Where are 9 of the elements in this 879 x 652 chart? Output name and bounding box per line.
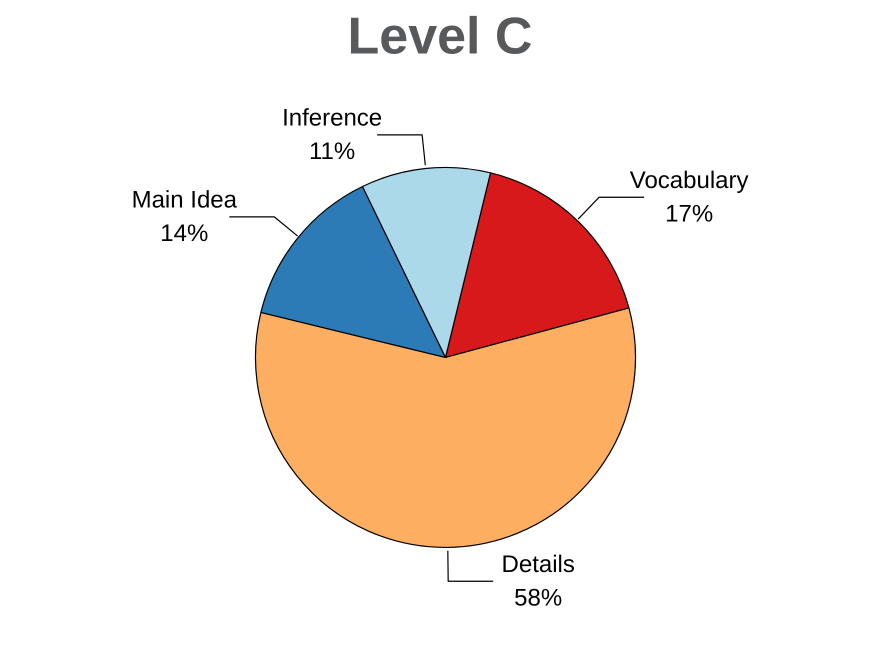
data-label: 14% xyxy=(160,220,208,248)
data-label: 17% xyxy=(665,200,714,228)
slice-label: Vocabulary xyxy=(630,166,749,194)
data-label: 58% xyxy=(514,584,562,612)
slice-label: Details xyxy=(502,550,575,578)
data-label: 11% xyxy=(308,138,356,166)
chart-title: Level C xyxy=(348,8,532,66)
slice-label: Inference xyxy=(282,104,382,132)
slice-label: Main Idea xyxy=(132,186,238,214)
